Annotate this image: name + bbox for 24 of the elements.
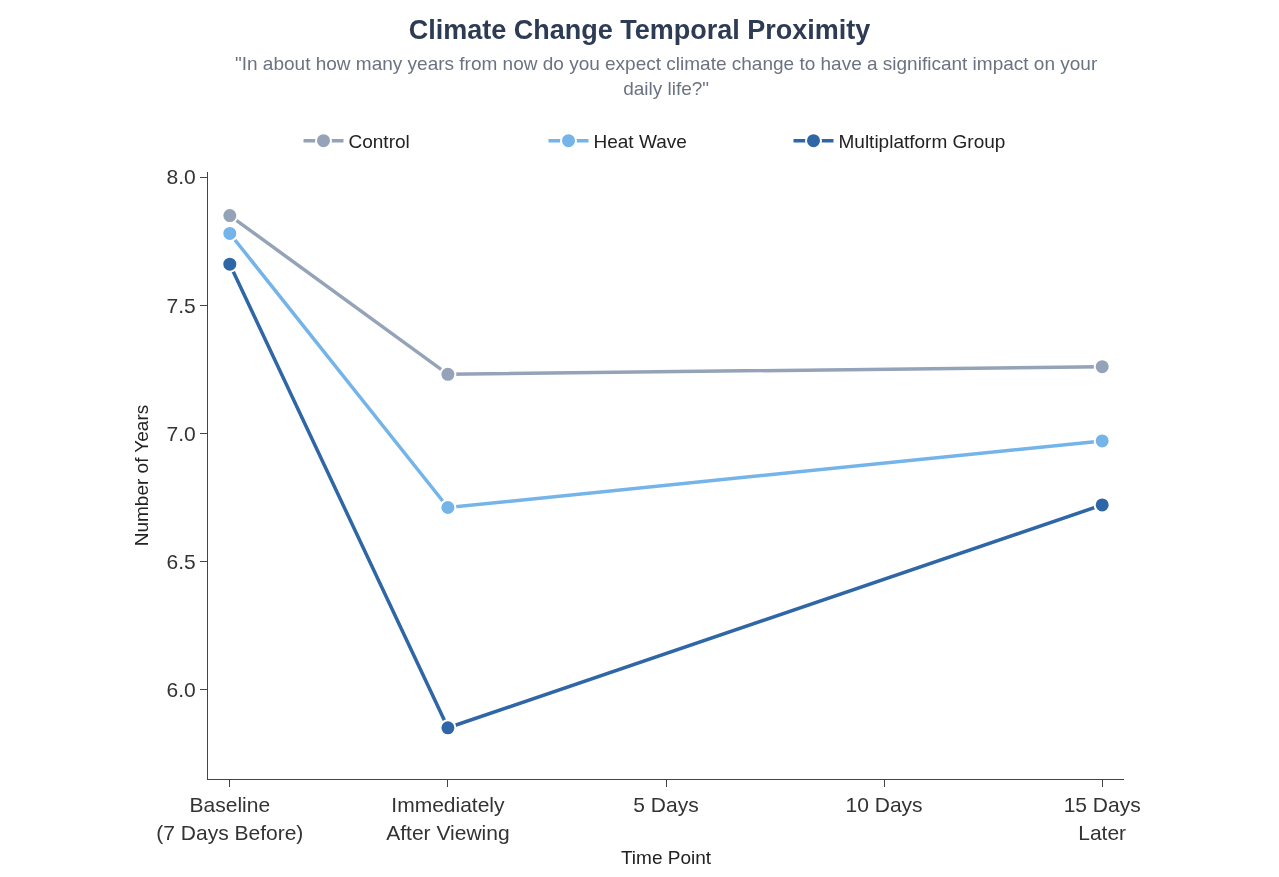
chart-title: Climate Change Temporal Proximity bbox=[408, 15, 871, 46]
y-tick-label: 6.0 bbox=[166, 677, 196, 701]
legend-label: Multiplatform Group bbox=[838, 131, 1006, 153]
y-axis-title: Number of Years bbox=[131, 404, 153, 547]
y-tick-label: 8.0 bbox=[166, 165, 196, 189]
point bbox=[439, 719, 457, 737]
x-tick-label: 5 Days bbox=[633, 793, 699, 817]
legend-label: Heat Wave bbox=[593, 131, 687, 153]
legend-label: Control bbox=[348, 131, 410, 153]
point bbox=[1093, 358, 1111, 376]
chart-subtitle: "In about how many years from now do you expect climate change to have a significant impact on your daily life?" bbox=[235, 53, 1098, 99]
y-tick-label: 7.0 bbox=[166, 421, 196, 445]
point bbox=[221, 255, 239, 273]
y-tick-label: 7.5 bbox=[166, 293, 196, 317]
x-tick-label: 10 Days bbox=[845, 793, 923, 817]
point bbox=[1093, 432, 1111, 450]
y-tick-label: 6.5 bbox=[166, 549, 196, 573]
point bbox=[439, 499, 457, 516]
x-tick-label: Immediately After Viewing bbox=[386, 793, 510, 844]
x-tick-label: Baseline (7 Days Before) bbox=[156, 793, 304, 844]
x-tick-label: 15 Days Later bbox=[1063, 793, 1141, 844]
point bbox=[439, 365, 457, 383]
point bbox=[1093, 496, 1111, 514]
x-axis-title: Time Point bbox=[620, 847, 712, 869]
